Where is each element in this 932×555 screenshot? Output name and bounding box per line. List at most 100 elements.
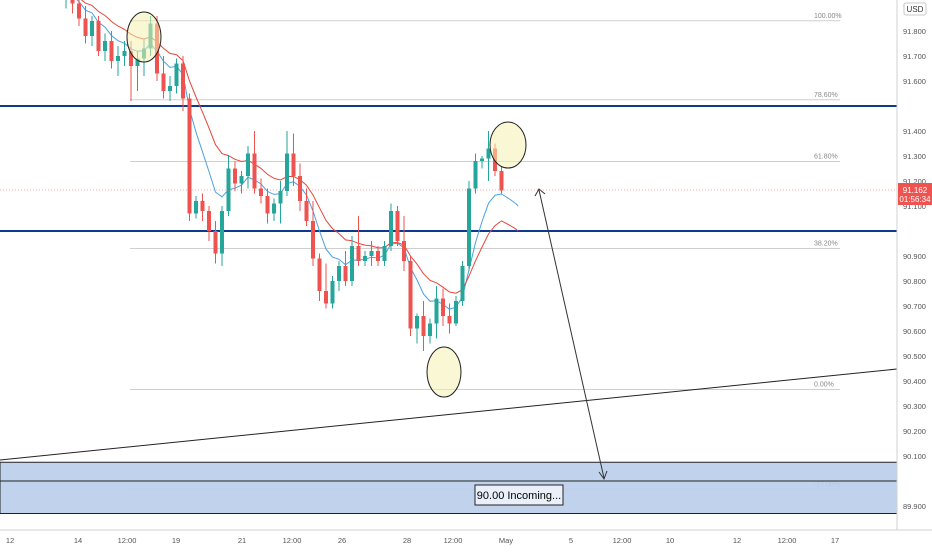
price-tick-label: 90.700 [903,302,926,311]
time-tick-label: 14 [74,536,82,545]
support-zone[interactable] [0,461,898,514]
price-axis[interactable]: 91.90091.80091.70091.60091.40091.30091.2… [896,0,932,550]
candle-body [220,211,224,254]
candle-body [252,153,257,189]
candle-body [116,56,120,61]
candle-body [129,51,133,66]
candle-body [311,221,315,259]
price-tick-label: 91.600 [903,77,926,86]
candle-body [135,58,140,66]
fib-label: 100.00% [814,13,842,20]
candle-body [415,316,419,329]
price-tick-label: 91.400 [903,127,926,136]
candle-body [213,231,218,254]
candle-body [350,246,354,281]
currency-label: USD [907,5,924,14]
candle-body [265,196,270,214]
annotation-text: 90.00 Incoming... [477,490,561,502]
time-tick-label: 10 [666,536,674,545]
candle-body [324,291,328,304]
price-tick-label: 90.400 [903,377,926,386]
highlight-circle-bottom[interactable] [426,346,462,398]
highlight-circle-top-right[interactable] [489,121,527,169]
candle-body [330,281,335,304]
candle-body [441,298,445,316]
annotation-callout[interactable]: 90.00 Incoming... [474,484,564,506]
price-tick-label: 91.800 [903,27,926,36]
time-tick-label: 21 [238,536,246,545]
time-tick-label: May [499,536,513,545]
candle-body [395,211,400,241]
highlight-circles[interactable] [126,11,527,398]
price-tick-label: 91.300 [903,152,926,161]
price-tick-label: 91.200 [903,177,926,186]
candle-body [246,153,250,176]
price-tick-label: 90.900 [903,252,926,261]
candle-body [174,63,179,86]
last-price-marker: 91.162 01:56:34 [0,183,932,205]
candle-body [460,266,465,301]
candle-body [382,246,387,261]
candle-body [239,176,244,184]
candle-body [473,161,478,189]
candle-body [90,21,94,36]
candle-body [428,323,432,336]
candle-body [291,153,296,176]
candle-body [168,86,172,91]
last-price-label: 91.162 [903,186,928,195]
currency-badge: USD [903,2,927,16]
candle-body [259,188,263,196]
candle-body [499,171,504,191]
candle-body [298,176,302,201]
time-tick-label: 28 [403,536,411,545]
candle-body [70,0,75,4]
candle-body [83,18,88,36]
candle-body [304,201,309,221]
candle-body [447,316,452,324]
candle-body [109,41,114,61]
highlight-circle-top-left[interactable] [126,11,162,63]
candle-body [421,316,426,336]
candle-body [343,266,348,281]
candle-body [376,251,380,261]
time-tick-label: 12:00 [118,536,137,545]
price-tick-label: 90.200 [903,427,926,436]
time-tick-label: 12 [6,536,14,545]
candle-body [278,191,283,204]
candle-body [402,241,406,261]
candle-body [363,256,367,261]
price-tick-label: 90.800 [903,277,926,286]
fib-label: 38.20% [814,241,838,248]
candle-body [96,21,101,51]
time-axis[interactable]: 12 14 12:00 19 21 12:00 26 28 12:00 May 5 12:00 10 12… [0,529,932,545]
candle-body [317,258,322,291]
price-tick-label: 90.300 [903,402,926,411]
candle-body [161,73,166,91]
candle-body [77,3,81,19]
time-tick-label: 26 [338,536,346,545]
zone-rect[interactable] [0,461,898,514]
fib-label: 61.80% [814,154,838,161]
countdown-label: 01:56:34 [899,195,931,204]
time-tick-label: 5 [569,536,573,545]
candle-body [486,148,491,159]
candle-body [233,168,237,184]
time-tick-label: 12 [733,536,741,545]
price-tick-label: 89.900 [903,502,926,511]
trend-line[interactable] [0,368,898,461]
candle-body [103,41,107,51]
price-tick-label: 90.500 [903,352,926,361]
price-tick-label: 90.100 [903,452,926,461]
candle-body [181,63,185,99]
candle-body [285,153,289,191]
candle-body [207,211,211,231]
candle-body [337,266,341,281]
projection-arrow[interactable] [534,188,608,481]
candle-body [194,201,198,214]
candle-body [272,203,276,214]
candle-body [122,51,127,56]
candle-body [467,188,471,266]
